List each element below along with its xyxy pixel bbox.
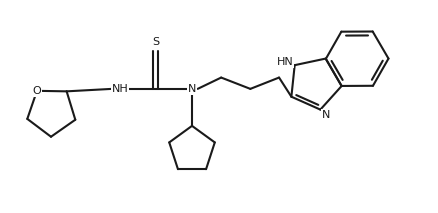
Text: HN: HN	[277, 57, 293, 67]
Text: N: N	[322, 110, 330, 120]
Text: NH: NH	[111, 84, 128, 94]
Text: S: S	[152, 37, 159, 47]
Text: O: O	[32, 86, 41, 96]
Text: N: N	[188, 84, 196, 94]
